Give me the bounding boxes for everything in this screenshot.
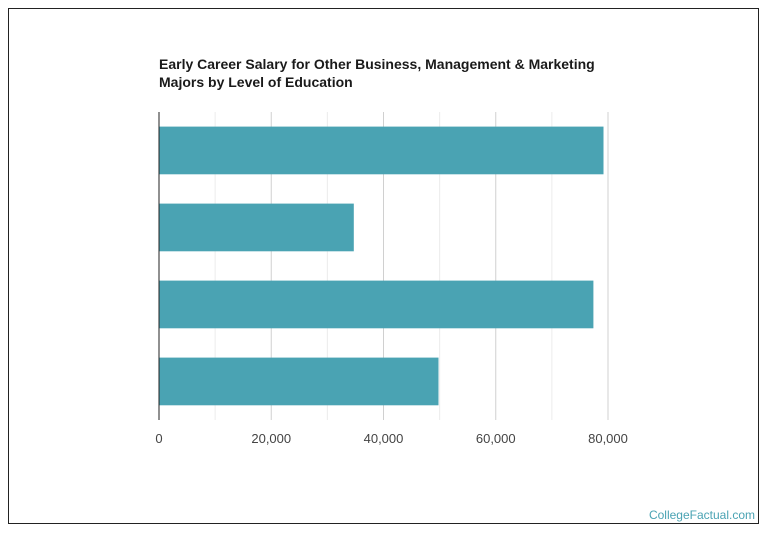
bar-3 — [159, 280, 594, 329]
x-tick-label: 40,000 — [364, 431, 404, 446]
bars — [159, 126, 604, 406]
x-tick-label: 80,000 — [588, 431, 628, 446]
chart-title: Early Career Salary for Other Business, … — [159, 56, 595, 90]
brand-label: CollegeFactual.com — [648, 508, 755, 522]
x-tick-label: 0 — [155, 431, 162, 446]
bar-4 — [159, 357, 439, 406]
bar-2 — [159, 203, 354, 252]
x-tick-label: 60,000 — [476, 431, 516, 446]
x-tick-labels: 0 20,000 40,000 60,000 80,000 — [155, 431, 628, 446]
bar-1 — [159, 126, 604, 175]
x-tick-label: 20,000 — [251, 431, 291, 446]
